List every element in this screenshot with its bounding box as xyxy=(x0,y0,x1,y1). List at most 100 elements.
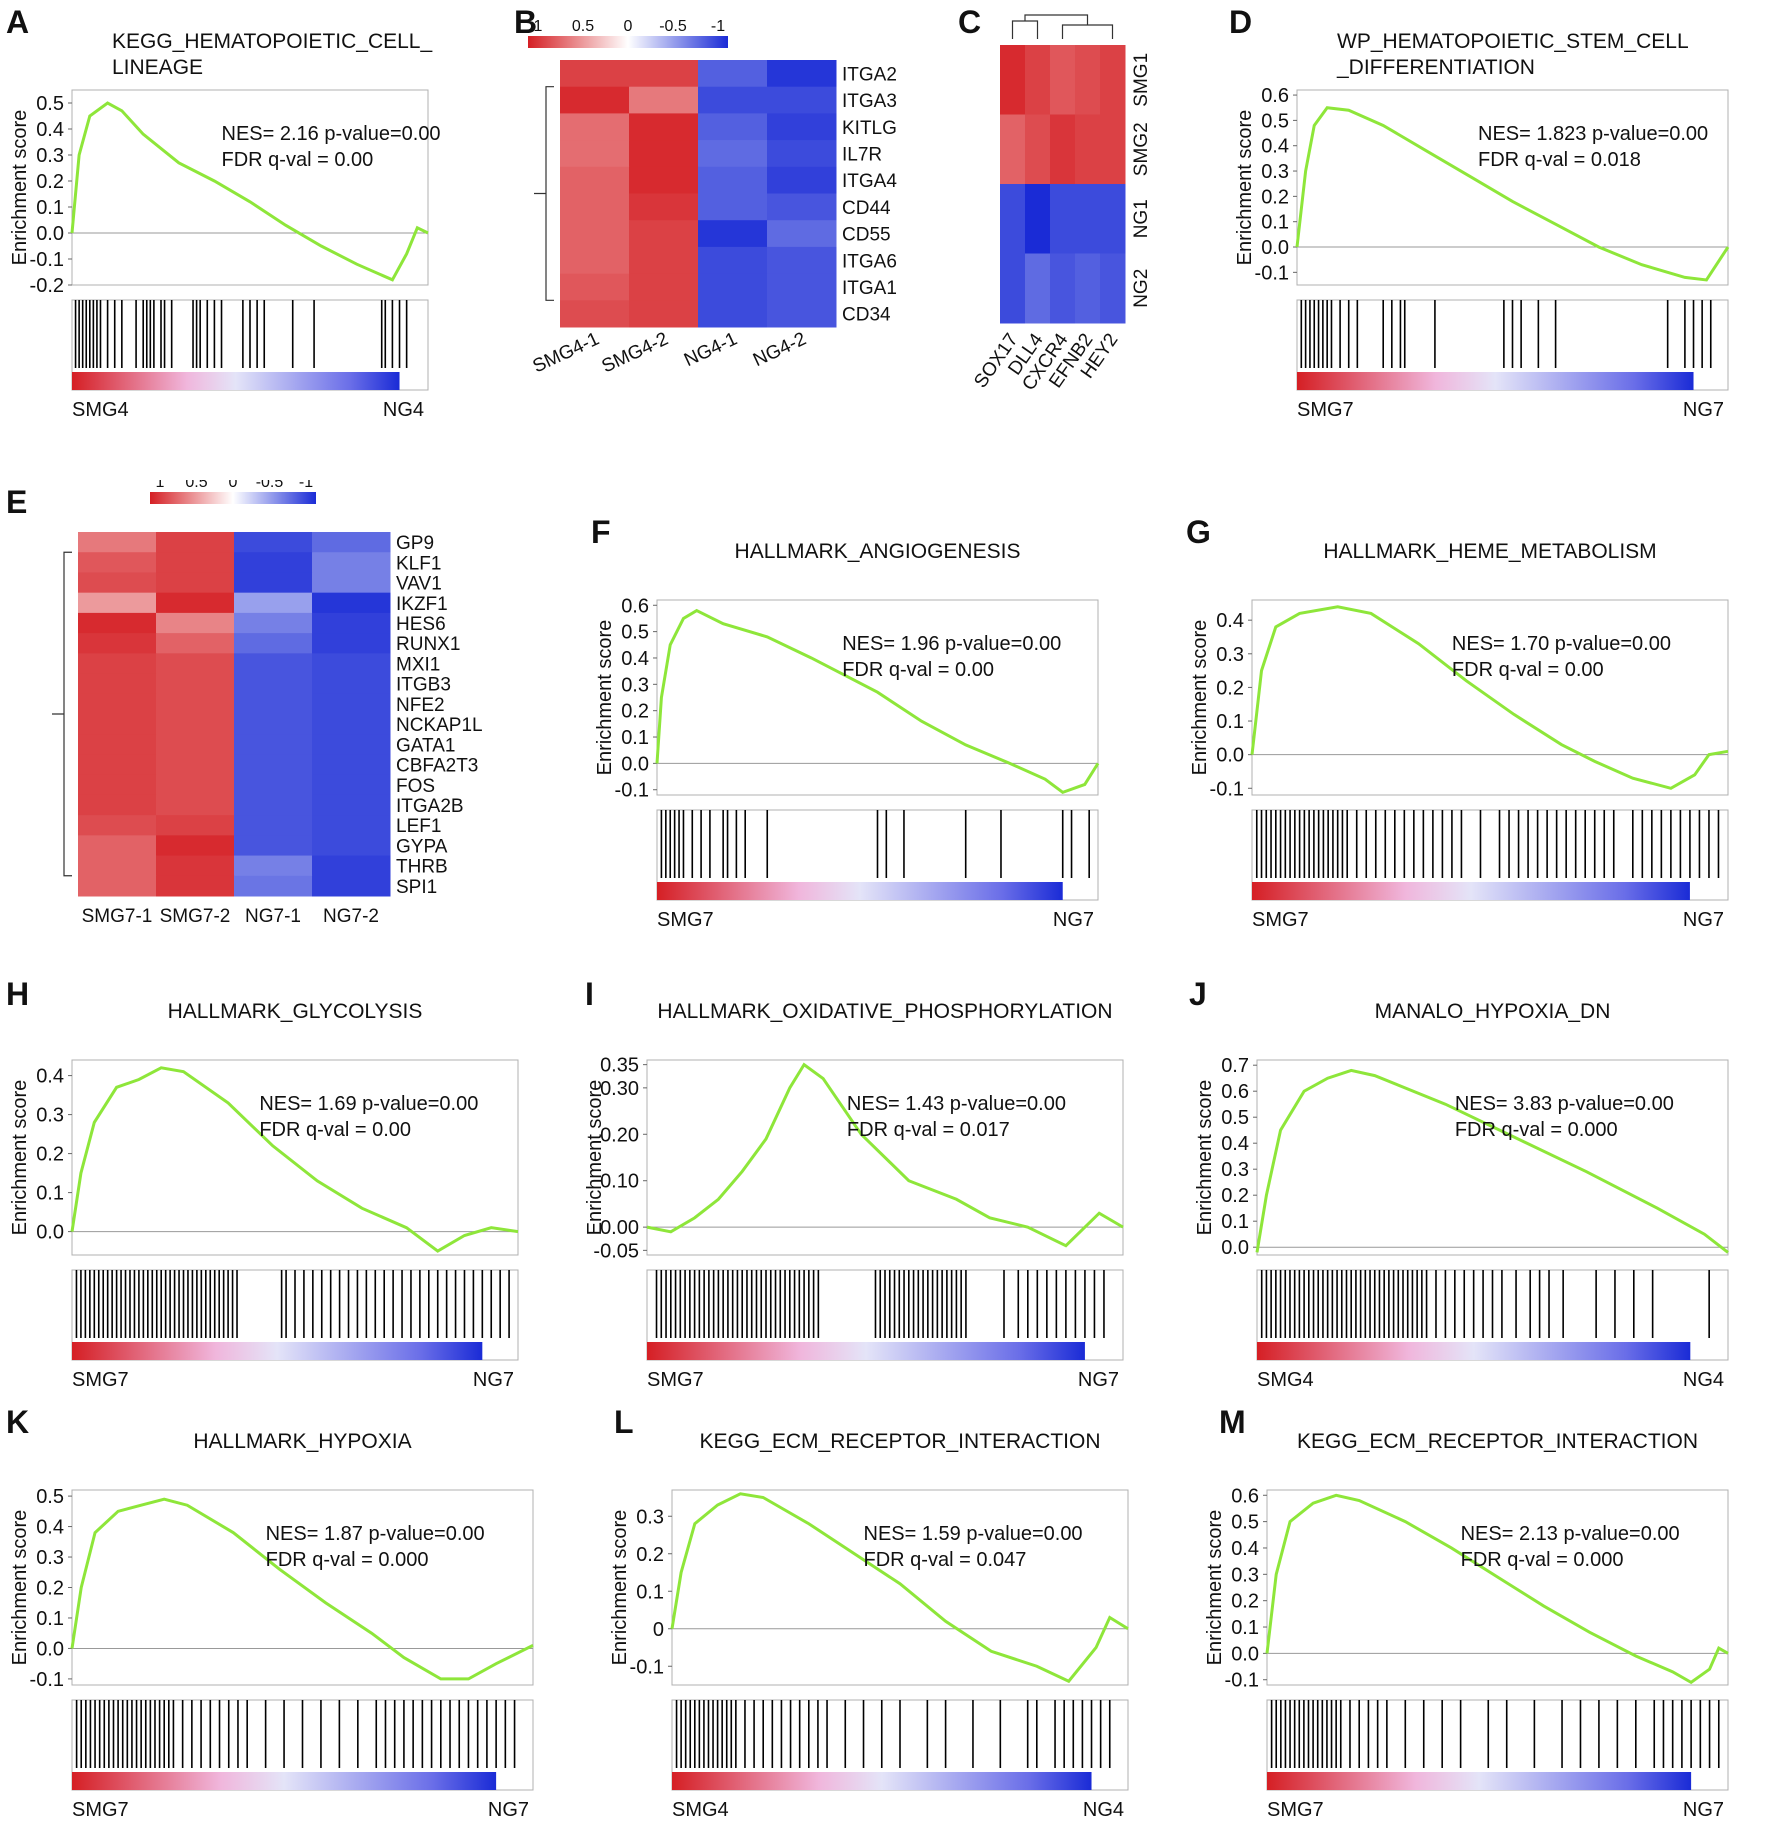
heatmap-cell xyxy=(629,60,699,88)
y-tick-label: 0.7 xyxy=(1221,1055,1249,1077)
column-label: NG4-1 xyxy=(681,328,741,371)
heatmap-cell xyxy=(698,193,768,221)
y-axis-label: Enrichment score xyxy=(1194,1080,1216,1236)
heatmap-cell xyxy=(312,734,391,755)
y-tick-label: -0.1 xyxy=(30,1669,64,1691)
heatmap-cell xyxy=(767,246,837,275)
nes-stat: NES= 1.87 p-value=0.00 xyxy=(266,1523,485,1545)
left-group-label: SMG4 xyxy=(672,1799,729,1816)
gsea-plot-d: WP_HEMATOPOIETIC_STEM_CELL _DIFFERENTIATI… xyxy=(1234,30,1730,421)
nes-stat: NES= 1.70 p-value=0.00 xyxy=(1452,633,1671,655)
panel-L: L KEGG_ECM_RECEPTOR_INTERACTION 0.3 0.2 0.1… xyxy=(600,1400,1170,1821)
heatmap-cell xyxy=(629,86,699,114)
right-group-label: NG7 xyxy=(473,1369,514,1391)
color-scale-bar xyxy=(528,36,728,48)
row-label: IKZF1 xyxy=(396,594,448,615)
heatmap-cell xyxy=(78,552,157,573)
heatmap-cell xyxy=(312,653,391,675)
panel-label: A xyxy=(6,4,30,40)
heatmap-cell xyxy=(234,835,313,857)
chart-title: _DIFFERENTIATION xyxy=(1336,56,1535,79)
y-tick-label: 0.2 xyxy=(1231,1591,1259,1613)
chart-title: HALLMARK_OXIDATIVE_PHOSPHORYLATION xyxy=(657,1000,1112,1023)
panel-C: C SMG1 SMG2 NG1 NG2 SOX17 DLL4 CXCR4 EFNB2 HEY2 xyxy=(950,0,1210,440)
row-label: GYPA xyxy=(396,836,448,857)
column-label: SMG7-1 xyxy=(82,906,153,927)
y-tick-label: 0.3 xyxy=(36,145,64,167)
heatmap-cell xyxy=(78,612,157,634)
heatmap-cell xyxy=(312,592,391,614)
row-label: NFE2 xyxy=(396,695,445,716)
enrichment-curve xyxy=(70,1066,519,1253)
panel-label: H xyxy=(6,976,30,1012)
panel-G: G HALLMARK_HEME_METABOLISM 0.4 0.3 0.2 0.1 0.… xyxy=(1180,510,1770,950)
heatmap-cell xyxy=(1100,45,1126,115)
y-tick-label: 0.10 xyxy=(600,1171,639,1193)
heatmap-cell xyxy=(698,166,768,194)
heatmap-cell xyxy=(1100,184,1126,254)
heatmap-cell xyxy=(156,855,235,877)
heatmap-cell xyxy=(1000,184,1026,254)
heatmap-cell xyxy=(312,794,391,816)
heatmap-cell xyxy=(234,653,313,675)
heatmap-cell xyxy=(629,273,699,301)
heatmap-cell xyxy=(767,86,837,114)
heatmap-cell xyxy=(234,532,313,553)
y-tick-label: 0.0 xyxy=(1216,745,1244,767)
y-tick-label: 0.1 xyxy=(36,197,64,219)
plot-frame xyxy=(1266,1489,1729,1686)
ranked-list-gradient xyxy=(657,882,1063,900)
heatmap-cell xyxy=(312,774,391,796)
row-label: MXI1 xyxy=(396,654,440,675)
right-group-label: NG7 xyxy=(488,1799,529,1816)
y-axis-label: Enrichment score xyxy=(1204,1510,1226,1666)
heatmap-cell xyxy=(312,835,391,857)
panel-label: G xyxy=(1186,514,1211,550)
panel-M: M KEGG_ECM_RECEPTOR_INTERACTION 0.6 0.5 0.4… xyxy=(1195,1400,1770,1821)
panel-E: E 1 0.5 0 -0.5 -1 GP9 KLF1 VAV1 IKZF1 HES6 RUNX1 MX… xyxy=(0,474,570,960)
heatmap-cell xyxy=(78,855,157,877)
panel-J: J MANALO_HYPOXIA_DN 0.7 0.6 0.5 0.4 0.3 0.2 0.1… xyxy=(1185,970,1770,1410)
y-tick-label: 0.4 xyxy=(36,1517,64,1539)
panel-label: B xyxy=(514,4,538,40)
row-label: KLF1 xyxy=(396,553,441,574)
row-label: THRB xyxy=(396,857,448,878)
row-label: FOS xyxy=(396,776,435,797)
heatmap-cell xyxy=(560,60,630,88)
heatmap-cell xyxy=(312,855,391,877)
column-label: SMG7-2 xyxy=(160,906,231,927)
left-group-label: SMG7 xyxy=(1297,399,1354,421)
row-label: CBFA2T3 xyxy=(396,756,478,777)
panel-label: C xyxy=(958,4,982,40)
panel-B: B 1 0.5 0 -0.5 -1 ITGA2 ITGA3 KITLG IL7R ITGA4 CD4… xyxy=(510,0,950,420)
y-tick-label: 0.2 xyxy=(36,1144,64,1166)
color-scale-bar xyxy=(150,492,316,504)
y-tick-label: 0.3 xyxy=(1231,1564,1259,1586)
nes-stat: NES= 1.96 p-value=0.00 xyxy=(842,633,1061,655)
heatmap-cell xyxy=(560,246,630,275)
heatmap-cell xyxy=(78,815,157,836)
y-tick-label: 0.0 xyxy=(36,1222,64,1244)
y-tick-label: 0.3 xyxy=(36,1547,64,1569)
y-tick-label: 0.3 xyxy=(621,674,649,696)
y-tick-label: 0.6 xyxy=(1221,1081,1249,1103)
y-tick-label: -0.2 xyxy=(30,275,64,297)
scale-tick-label: 0 xyxy=(229,480,238,491)
heatmap-cell xyxy=(312,612,391,634)
chart-title: HALLMARK_HYPOXIA xyxy=(193,1430,411,1453)
heatmap-cell xyxy=(1050,253,1076,324)
y-tick-label: 0.3 xyxy=(1221,1159,1249,1181)
left-group-label: SMG7 xyxy=(72,1369,129,1391)
heatmap-cell xyxy=(78,673,157,695)
y-tick-label: 0.0 xyxy=(36,1638,64,1660)
right-group-label: NG7 xyxy=(1683,909,1724,931)
y-tick-label: 0.2 xyxy=(1221,1185,1249,1207)
y-tick-label: 0.4 xyxy=(1216,610,1244,632)
row-label: GP9 xyxy=(396,533,434,554)
y-axis-label: Enrichment score xyxy=(9,110,31,266)
scale-tick-label: 0 xyxy=(624,18,633,35)
heatmap-cell xyxy=(156,552,235,573)
panel-H: H HALLMARK_GLYCOLYSIS 0.4 0.3 0.2 0.1 0.0 Enri… xyxy=(0,970,560,1410)
heatmap-cell xyxy=(156,633,235,654)
right-group-label: NG4 xyxy=(1683,1369,1724,1391)
